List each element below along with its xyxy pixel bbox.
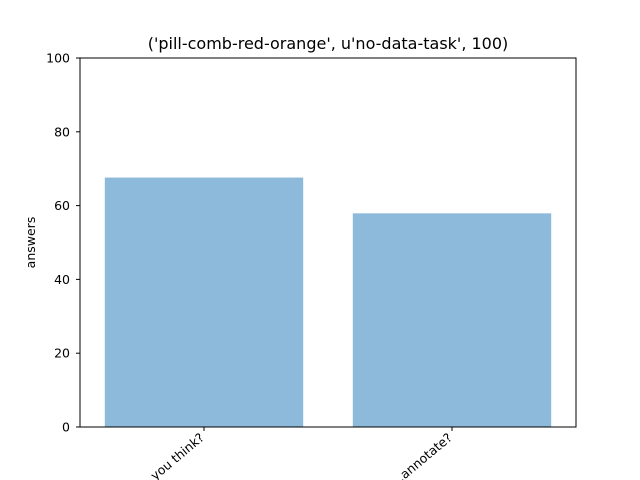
y-axis: 0 20 40 60 80 100 — [46, 51, 80, 435]
y-tick-label: 40 — [54, 272, 70, 287]
y-tick-label: 0 — [62, 420, 70, 435]
bar-2 — [352, 213, 552, 427]
y-tick-label: 20 — [54, 346, 70, 361]
x-axis: ...you think? ...annotate? — [138, 427, 455, 480]
bar-1 — [104, 177, 304, 427]
x-tick-label: ...you think? — [138, 430, 207, 480]
bars-group — [104, 177, 552, 427]
y-tick-label: 80 — [54, 124, 70, 139]
y-axis-label: answers — [23, 217, 38, 269]
y-tick-label: 60 — [54, 198, 70, 213]
x-tick-label: ...annotate? — [388, 430, 455, 480]
plot-frame — [79, 57, 577, 428]
y-tick-label: 100 — [46, 51, 70, 66]
chart-title: ('pill-comb-red-orange', u'no-data-task'… — [148, 34, 509, 53]
